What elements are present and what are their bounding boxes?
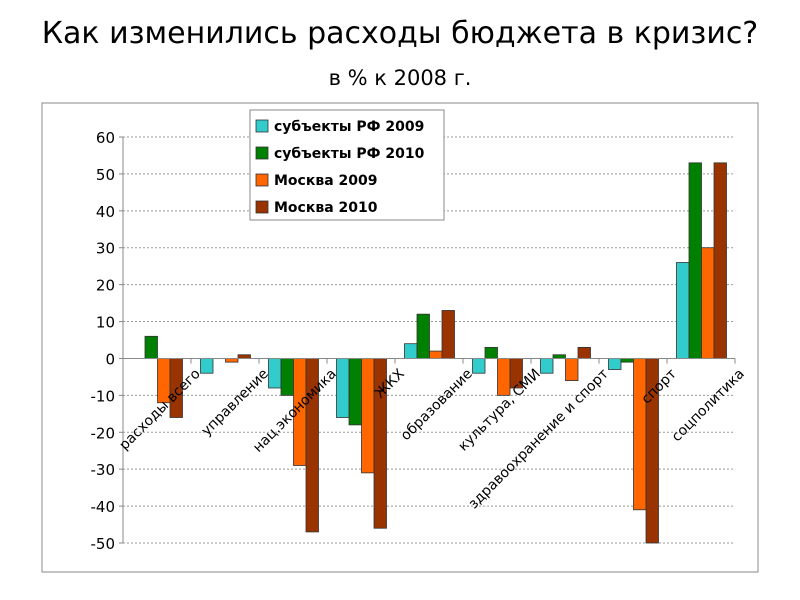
- bar: [676, 262, 690, 359]
- bar: [416, 313, 430, 359]
- bar: [404, 343, 418, 359]
- bar: [144, 335, 158, 359]
- bar: [237, 354, 251, 359]
- legend-label: Москва 2010: [274, 200, 378, 216]
- legend-label: субъекты РФ 2009: [274, 119, 424, 135]
- legend-swatch: [255, 173, 269, 187]
- y-tick-label: 10: [96, 314, 115, 332]
- bar: [200, 358, 214, 374]
- bar: [713, 162, 727, 359]
- bar: [361, 358, 375, 474]
- y-tick-label: 50: [96, 166, 115, 184]
- bar: [268, 358, 282, 389]
- chart-frame: [41, 102, 759, 573]
- bar: [225, 358, 239, 363]
- legend-swatch: [255, 200, 269, 214]
- bar: [348, 358, 362, 426]
- bar: [540, 358, 554, 374]
- x-tick-label: здравоохранение и спорт: [466, 366, 612, 512]
- legend-box: [249, 109, 445, 221]
- bar: [336, 358, 350, 418]
- y-tick-label: -40: [91, 498, 116, 516]
- y-tick-label: -50: [91, 535, 116, 553]
- legend-label: субъекты РФ 2010: [274, 146, 425, 162]
- bar: [701, 247, 715, 359]
- legend-swatch: [255, 146, 269, 160]
- bar: [552, 354, 566, 359]
- y-tick-label: 30: [96, 240, 115, 258]
- legend-label: Москва 2009: [274, 173, 378, 189]
- bar: [429, 350, 443, 359]
- x-tick-label: соцполитика: [669, 366, 748, 445]
- y-tick-label: -20: [91, 424, 116, 442]
- bar: [280, 358, 294, 396]
- chart-subtitle: в % к 2008 г.: [328, 66, 472, 90]
- x-tick-label: управление: [199, 366, 272, 439]
- y-tick-label: 40: [96, 203, 115, 221]
- bar: [577, 346, 591, 359]
- bar: [620, 358, 634, 363]
- y-tick-label: 20: [96, 277, 115, 295]
- bar: [441, 310, 455, 359]
- bar: [608, 358, 622, 370]
- bar: [633, 358, 647, 511]
- chart-title: Как изменились расходы бюджета в кризис?: [41, 16, 759, 51]
- bar: [688, 162, 702, 359]
- y-tick-label: -10: [91, 387, 116, 405]
- bar: [565, 358, 579, 382]
- y-tick-label: -30: [91, 461, 116, 479]
- bar: [484, 346, 498, 359]
- legend-swatch: [255, 119, 269, 133]
- y-tick-label: 0: [105, 350, 115, 368]
- y-tick-label: 60: [96, 129, 115, 147]
- bar: [472, 358, 486, 374]
